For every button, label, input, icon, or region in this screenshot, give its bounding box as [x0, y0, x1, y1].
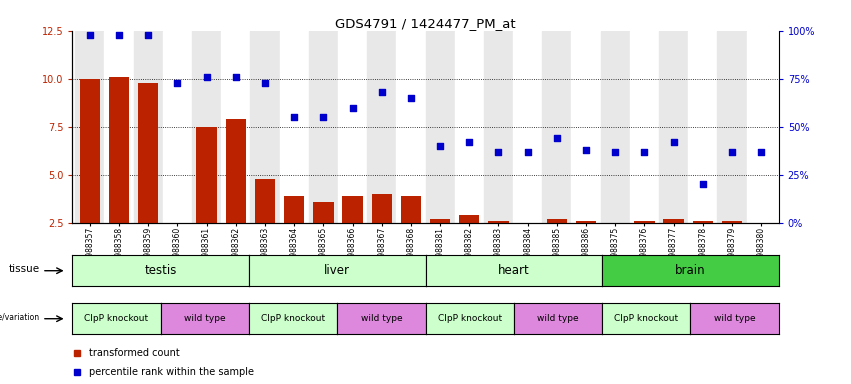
Text: wild type: wild type [537, 314, 579, 323]
Bar [280, 31, 309, 223]
Bar [313, 202, 334, 223]
Point [492, 149, 505, 155]
Bar [634, 221, 654, 223]
Bar [401, 196, 421, 223]
Bar [576, 221, 597, 223]
Bar [250, 31, 280, 223]
Bar [109, 77, 129, 223]
Bar [426, 31, 454, 223]
Title: GDS4791 / 1424477_PM_at: GDS4791 / 1424477_PM_at [335, 17, 516, 30]
Bar [571, 31, 601, 223]
Point [521, 149, 534, 155]
Point [375, 89, 389, 95]
Bar [134, 31, 163, 223]
Bar [221, 31, 250, 223]
Point [258, 79, 271, 86]
Point [288, 114, 301, 120]
Bar [722, 221, 742, 223]
Point [141, 31, 155, 38]
Text: ClpP knockout: ClpP knockout [614, 314, 678, 323]
Text: ClpP knockout: ClpP knockout [84, 314, 149, 323]
Bar [372, 194, 392, 223]
Bar [226, 119, 246, 223]
Point [200, 74, 214, 80]
Bar [197, 127, 217, 223]
Bar [513, 31, 542, 223]
Text: ClpP knockout: ClpP knockout [261, 314, 325, 323]
Bar [338, 31, 367, 223]
Bar [105, 31, 134, 223]
Point [667, 139, 681, 145]
Point [580, 147, 593, 153]
Bar [342, 196, 363, 223]
Bar [488, 221, 509, 223]
Point [404, 95, 418, 101]
Point [112, 31, 126, 38]
Bar [717, 31, 746, 223]
Point [608, 149, 622, 155]
Bar [484, 31, 513, 223]
Point [83, 31, 97, 38]
Bar [430, 219, 450, 223]
Text: ClpP knockout: ClpP knockout [437, 314, 502, 323]
Point [170, 79, 184, 86]
Point [317, 114, 330, 120]
Text: testis: testis [145, 264, 177, 277]
Bar [284, 196, 305, 223]
Bar [192, 31, 221, 223]
Point [433, 143, 447, 149]
Bar [546, 219, 567, 223]
Point [754, 149, 768, 155]
Bar [75, 31, 105, 223]
Text: brain: brain [675, 264, 705, 277]
Bar [163, 31, 192, 223]
Point [725, 149, 739, 155]
Text: liver: liver [324, 264, 351, 277]
Bar [630, 31, 659, 223]
Bar [601, 31, 630, 223]
Point [229, 74, 243, 80]
Bar [80, 79, 100, 223]
Bar [309, 31, 338, 223]
Text: percentile rank within the sample: percentile rank within the sample [89, 367, 254, 377]
Bar [254, 179, 275, 223]
Bar [542, 31, 571, 223]
Bar [138, 83, 158, 223]
Point [637, 149, 651, 155]
Bar [746, 31, 776, 223]
Text: transformed count: transformed count [89, 348, 180, 358]
Text: genotype/variation: genotype/variation [0, 313, 40, 322]
Bar [459, 215, 479, 223]
Bar [367, 31, 397, 223]
Bar [454, 31, 484, 223]
Bar [688, 31, 717, 223]
Point [346, 104, 359, 111]
Bar [664, 219, 684, 223]
Point [550, 135, 563, 141]
Point [462, 139, 476, 145]
Bar [659, 31, 688, 223]
Text: heart: heart [498, 264, 529, 277]
Bar [693, 221, 713, 223]
Bar [397, 31, 426, 223]
Text: wild type: wild type [361, 314, 403, 323]
Point [696, 181, 710, 187]
Text: wild type: wild type [184, 314, 226, 323]
Text: wild type: wild type [714, 314, 756, 323]
Text: tissue: tissue [9, 264, 40, 274]
